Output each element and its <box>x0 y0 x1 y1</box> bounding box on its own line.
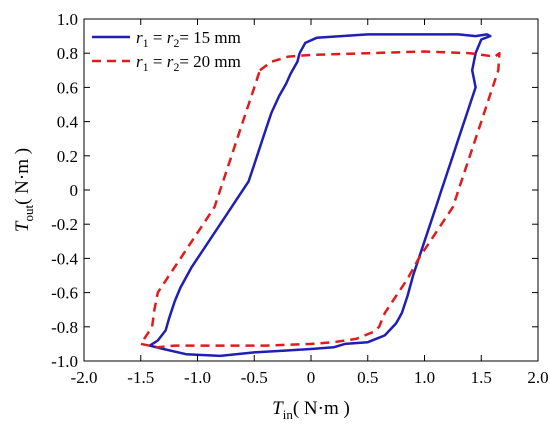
x-tick-label: 0 <box>307 368 316 387</box>
x-tick-label: -0.5 <box>241 368 268 387</box>
legend-label-20mm: r1 = r2= 20 mm <box>136 52 241 74</box>
y-tick-label: -0.4 <box>51 249 78 268</box>
x-axis: -2.0 -1.5 -1.0 -0.5 0 0.5 1.0 1.5 2.0 <box>71 19 549 387</box>
y-axis: -1.0 -0.8 -0.6 -0.4 -0.2 0 0.2 0.4 0.6 0.8 1.0 <box>51 10 538 371</box>
series-line-1 <box>139 50 501 349</box>
y-tick-label: -0.6 <box>51 284 78 303</box>
x-tick-label: -2.0 <box>71 368 98 387</box>
y-tick-label: 0.6 <box>57 78 78 97</box>
y-tick-label: 1.0 <box>57 10 78 29</box>
legend: r1 = r2= 15 mm r1 = r2= 20 mm <box>92 28 241 74</box>
x-tick-label: 1.0 <box>414 368 435 387</box>
x-tick-label: 0.5 <box>357 368 378 387</box>
y-tick-label: -0.2 <box>51 215 78 234</box>
y-axis-title: Tout( N·m ) <box>12 148 36 232</box>
y-tick-label: -0.8 <box>51 318 78 337</box>
x-axis-title: Tin( N·m ) <box>272 398 350 422</box>
series-layer <box>139 33 501 358</box>
x-tick-label: -1.5 <box>127 368 154 387</box>
y-tick-label: 0.4 <box>57 113 79 132</box>
x-tick-label: 2.0 <box>527 368 548 387</box>
plot-frame <box>83 18 539 362</box>
plot-area: -2.0 -1.5 -1.0 -0.5 0 0.5 1.0 1.5 2.0 -1.0 -0.8 -0… <box>51 10 549 387</box>
x-tick-label: -1.0 <box>184 368 211 387</box>
y-tick-label: 0 <box>70 181 79 200</box>
y-tick-label: 0.8 <box>57 44 78 63</box>
legend-label-15mm: r1 = r2= 15 mm <box>136 28 241 50</box>
y-tick-label: -1.0 <box>51 352 78 371</box>
series-line-0 <box>148 33 492 358</box>
y-tick-label: 0.2 <box>57 147 78 166</box>
x-tick-label: 1.5 <box>471 368 492 387</box>
